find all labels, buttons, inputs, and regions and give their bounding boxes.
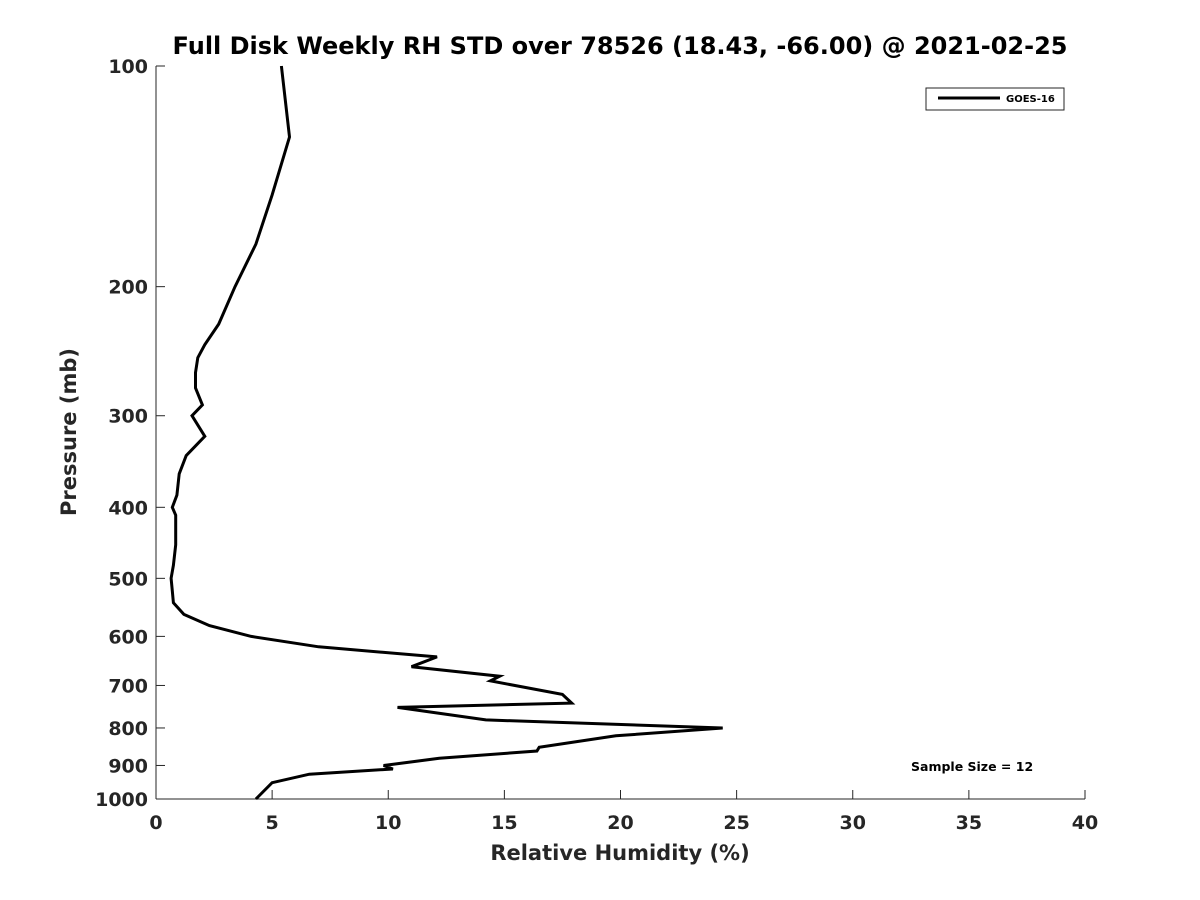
y-tick-label: 1000 [95, 789, 148, 811]
legend-entry-goes-16: GOES-16 [1006, 94, 1055, 105]
x-tick-label: 10 [375, 812, 401, 834]
x-tick-label: 5 [266, 812, 279, 834]
series-group [169, 65, 723, 801]
y-tick-label: 600 [108, 626, 148, 648]
x-axis-label: Relative Humidity (%) [490, 841, 749, 865]
y-tick-label: 300 [108, 406, 148, 428]
y-axis-label: Pressure (mb) [57, 348, 81, 516]
x-ticks: 0 5 10 15 20 25 30 35 40 [149, 790, 1098, 834]
y-tick-label: 100 [108, 56, 148, 78]
y-ticks: 100 200 300 400 500 600 700 800 900 1000 [95, 56, 165, 811]
x-tick-label: 30 [840, 812, 866, 834]
y-tick-label: 200 [108, 277, 148, 299]
y-tick-label: 800 [108, 718, 148, 740]
x-tick-label: 25 [723, 812, 749, 834]
y-tick-label: 900 [108, 755, 148, 777]
chart-title: Full Disk Weekly RH STD over 78526 (18.4… [173, 32, 1068, 60]
y-tick-label: 400 [108, 497, 148, 519]
x-tick-label: 20 [607, 812, 633, 834]
x-tick-label: 35 [956, 812, 982, 834]
y-tick-label: 500 [108, 568, 148, 590]
axes [155, 66, 1085, 800]
x-tick-label: 0 [149, 812, 162, 834]
series-line-goes-16 [169, 65, 723, 801]
y-tick-label: 700 [108, 675, 148, 697]
sample-size-annotation: Sample Size = 12 [911, 759, 1033, 774]
x-tick-label: 40 [1072, 812, 1098, 834]
legend: GOES-16 [925, 87, 1065, 111]
x-tick-label: 15 [491, 812, 517, 834]
